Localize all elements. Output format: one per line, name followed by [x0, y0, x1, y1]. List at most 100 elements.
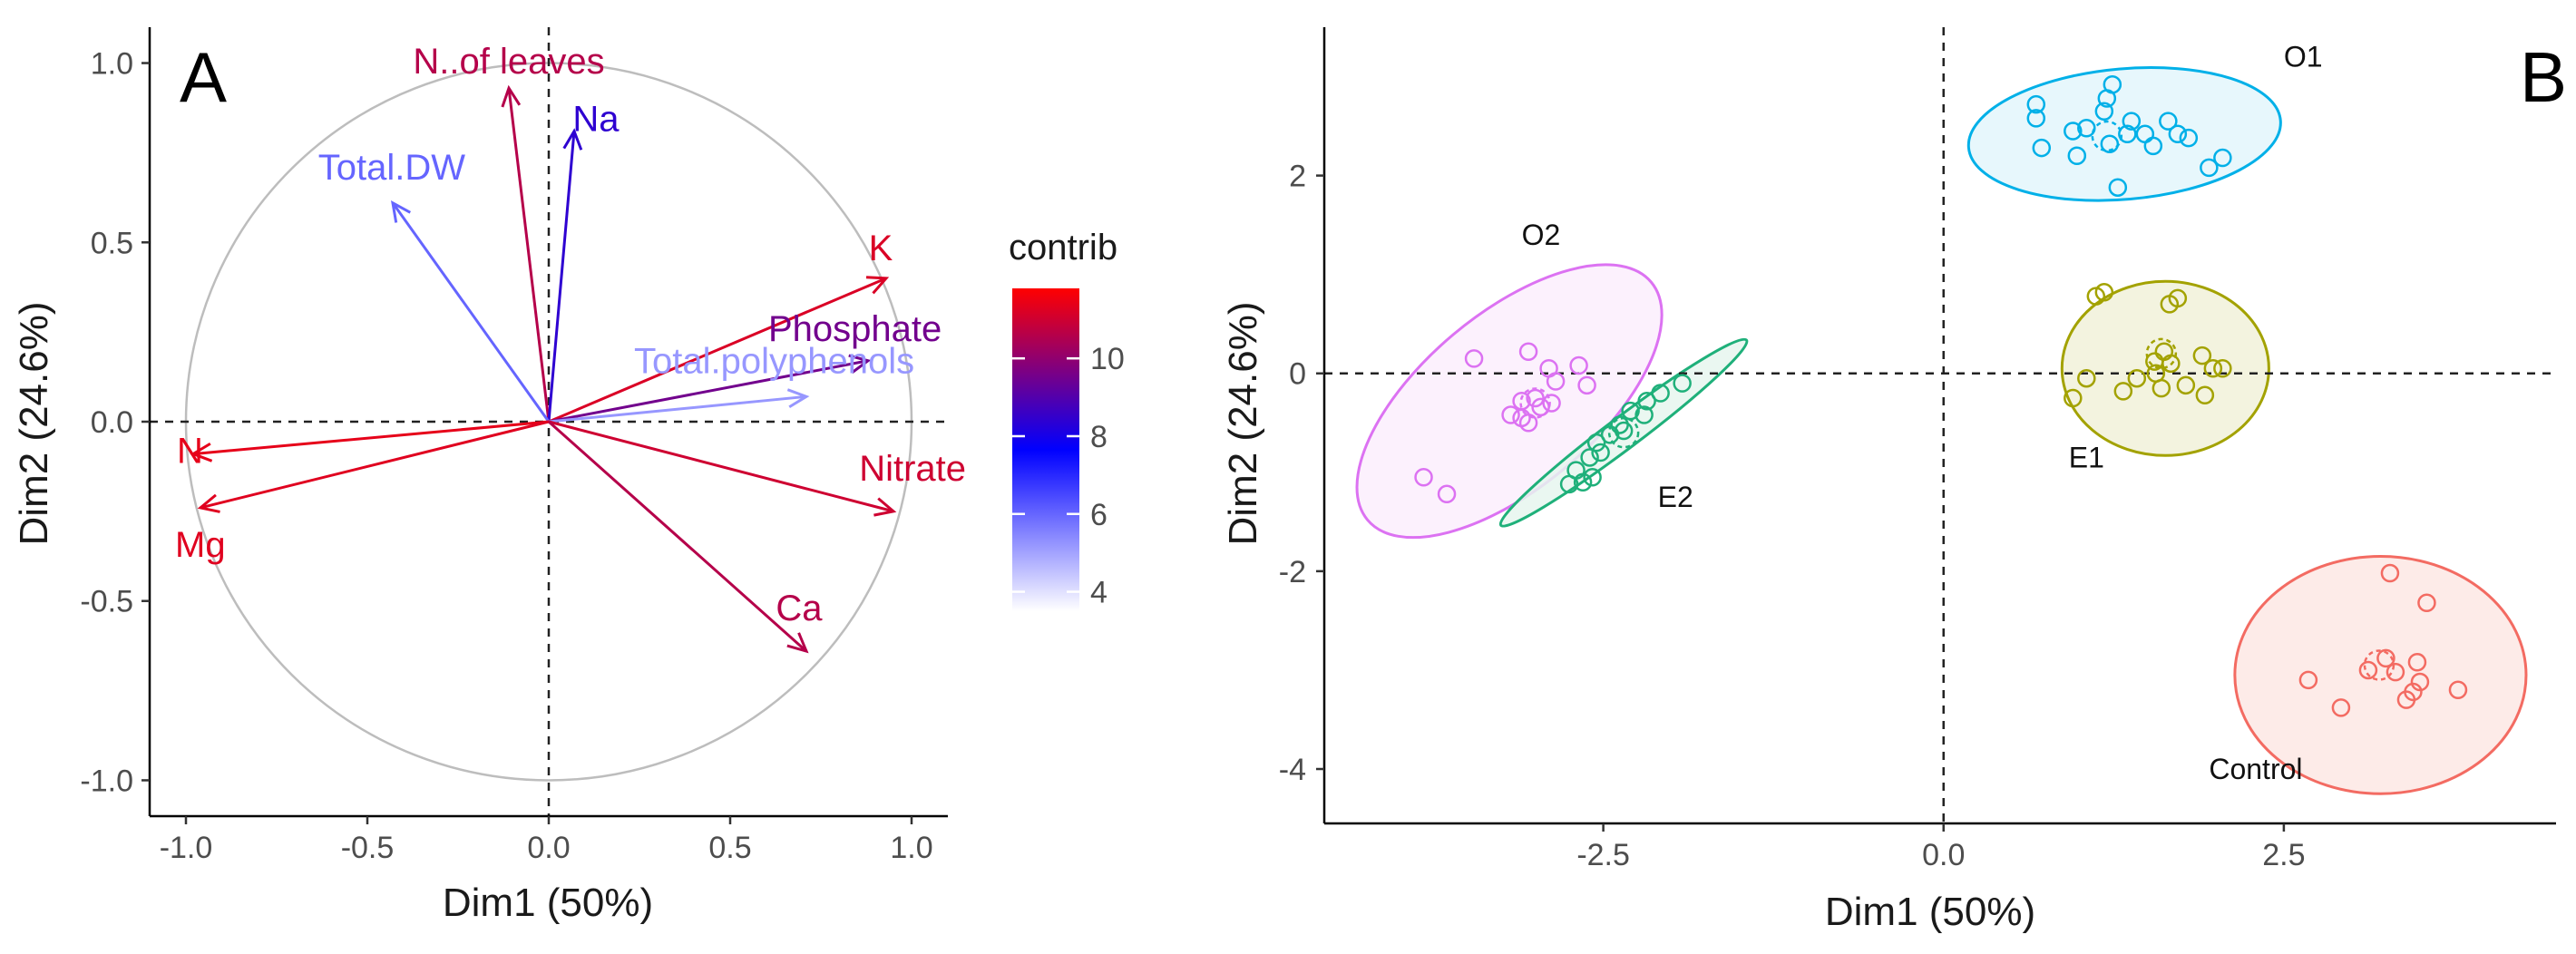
data-point-e1	[2077, 368, 2096, 388]
data-point-control	[2448, 680, 2468, 700]
variable-label-nitrate: Nitrate	[859, 449, 966, 489]
variable-label-n: N	[177, 432, 203, 472]
arrow-phosphate	[548, 354, 872, 423]
panel-b-x-axis-title: Dim1 (50%)	[1825, 890, 2035, 934]
data-point-e1	[2192, 346, 2212, 365]
data-point-e2	[1591, 443, 1610, 462]
data-point-e2	[1634, 405, 1654, 424]
x-tick-label: 2.5	[2262, 838, 2305, 872]
y-tick-label: -0.5	[80, 585, 133, 619]
centroid-e1	[2145, 337, 2178, 370]
data-point-control	[2396, 690, 2416, 709]
arrow-shaft	[507, 88, 551, 423]
data-point-o1	[2064, 122, 2083, 141]
arrow-ca	[548, 420, 809, 654]
panel-a-correlation-circle: N..of leaves Na Total.DW K PhosphateTotal.po…	[12, 27, 1125, 925]
data-point-e1	[2203, 359, 2223, 378]
arrow-shaft	[548, 420, 807, 653]
data-point-e2	[1614, 421, 1634, 441]
arrow-k	[548, 276, 890, 423]
data-point-e1	[2176, 375, 2196, 395]
arrow-head	[562, 128, 583, 151]
data-point-o2	[1569, 355, 1588, 375]
data-point-o2	[1577, 375, 1596, 395]
arrow-shaft	[547, 131, 576, 423]
arrow-shaft	[548, 394, 807, 423]
arrow-total-dw	[390, 200, 551, 423]
arrow-na	[547, 128, 583, 423]
data-point-o1	[2097, 89, 2117, 108]
data-point-o2	[1546, 372, 1566, 391]
data-point-e2	[1583, 468, 1602, 487]
data-point-e1	[2213, 359, 2232, 378]
panel-b-y-axis-title: Dim2 (24.6%)	[1221, 302, 1265, 546]
arrow-total-polyphenols	[548, 388, 810, 423]
data-point-control	[2376, 648, 2395, 668]
panel-b-letter: B	[2520, 37, 2567, 117]
points-control	[2298, 563, 2468, 717]
legend-colorbar	[1012, 288, 1079, 611]
arrow-head	[390, 200, 412, 223]
panel-a-y-axis-title: Dim2 (24.6%)	[12, 302, 56, 546]
data-point-o1	[2179, 128, 2199, 148]
data-point-o2	[1501, 405, 1520, 424]
group-label-o1: O1	[2284, 41, 2323, 73]
data-point-o1	[2143, 136, 2163, 156]
variable-label-total-polyphenols: Total.polyphenols	[634, 341, 914, 381]
data-point-control	[2407, 652, 2427, 672]
contrib-legend: contrib 4 6 8 10	[1009, 228, 1125, 611]
x-tick-label: -2.5	[1576, 838, 1630, 872]
data-point-o1	[2159, 112, 2178, 131]
points-o1	[2026, 75, 2232, 197]
data-point-o1	[2067, 146, 2087, 166]
data-point-e1	[2113, 382, 2133, 401]
arrow-head	[786, 388, 810, 409]
arrow-nitrate	[548, 420, 897, 517]
data-point-o1	[2094, 102, 2114, 121]
x-tick-label: 1.0	[890, 831, 932, 865]
data-point-o1	[2108, 178, 2128, 197]
y-tick-label: 0.5	[91, 226, 133, 260]
y-tick-label: 1.0	[91, 47, 133, 82]
arrow-shaft	[200, 420, 550, 510]
data-point-e2	[1651, 384, 1670, 403]
y-tick-label: 2	[1289, 160, 1306, 194]
legend-tick-label: 8	[1090, 420, 1107, 454]
data-point-e1	[2094, 283, 2114, 302]
variable-label-ca: Ca	[776, 589, 823, 628]
x-tick-label: -1.0	[160, 831, 213, 865]
ellipse-o1	[1966, 66, 2282, 202]
data-point-e1	[2152, 378, 2171, 398]
arrow-mg	[197, 420, 550, 513]
centroid-o1	[2091, 120, 2123, 152]
legend-tick-label: 4	[1090, 576, 1107, 610]
data-point-e2	[1673, 374, 1692, 393]
data-point-o1	[2213, 148, 2232, 168]
x-tick-label: 0.0	[1922, 838, 1965, 872]
legend-title: contrib	[1009, 228, 1117, 268]
variable-label-phosphate: Phosphate	[768, 309, 942, 349]
data-point-e1	[2127, 368, 2147, 388]
points-e2	[1559, 374, 1692, 494]
centroid-e2	[1607, 416, 1640, 449]
data-point-o1	[2077, 118, 2096, 138]
y-tick-label: -1.0	[80, 764, 133, 798]
centroid-o2	[1519, 387, 1551, 419]
data-point-o2	[1464, 349, 1484, 368]
arrow-head	[865, 276, 890, 295]
data-point-control	[2358, 660, 2378, 680]
data-point-o2	[1437, 484, 1457, 504]
data-point-o1	[2118, 124, 2137, 144]
data-point-e2	[1586, 433, 1606, 453]
data-point-o2	[1414, 468, 1433, 487]
data-point-e1	[2195, 385, 2215, 404]
arrow-head	[848, 354, 872, 375]
variable-label-mg: Mg	[175, 525, 226, 565]
arrow-n-of-leaves	[501, 84, 551, 423]
arrow-head	[197, 493, 220, 513]
group-label-e2: E2	[1658, 481, 1693, 513]
legend-tick-label: 10	[1090, 342, 1125, 376]
arrow-shaft	[548, 277, 887, 423]
data-point-o2	[1542, 394, 1561, 413]
arrow-shaft	[548, 420, 894, 513]
